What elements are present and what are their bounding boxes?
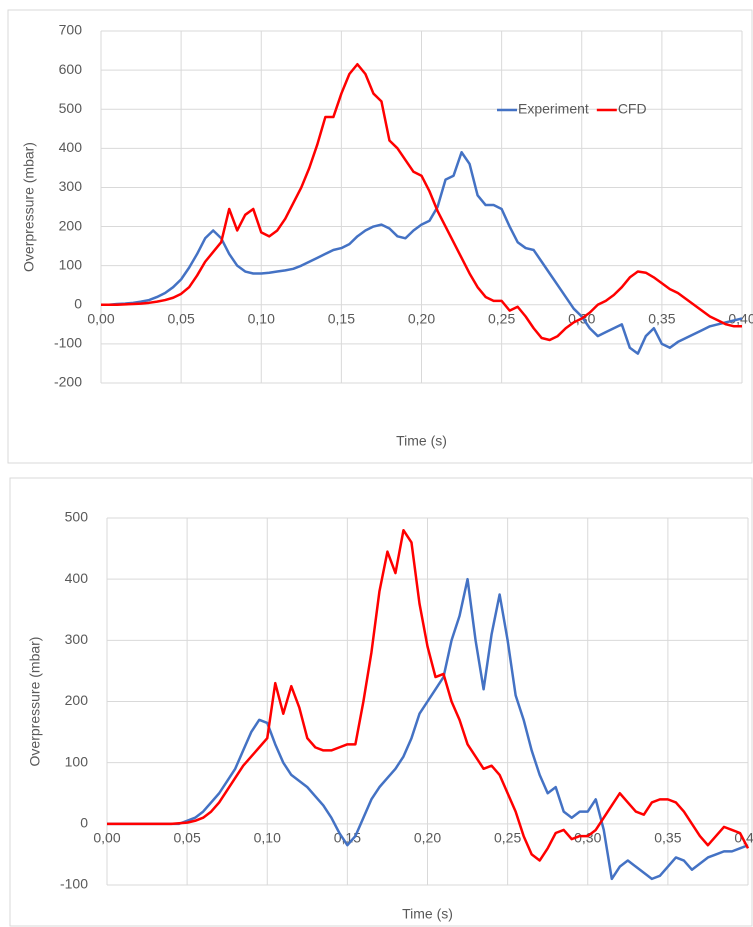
x-tick-label: 0,35 [654, 830, 681, 846]
legend-label: Experiment [518, 101, 589, 117]
x-tick-label: 0,20 [408, 310, 435, 326]
data-line [107, 577, 749, 881]
y-tick-label: 400 [65, 570, 89, 586]
y-tick-label: 0 [80, 815, 88, 831]
y-tick-label: 600 [59, 61, 83, 77]
y-tick-label: 300 [65, 631, 89, 647]
x-tick-label: 0,10 [248, 310, 275, 326]
y-tick-label: 200 [59, 217, 83, 233]
y-tick-label: -100 [60, 876, 88, 892]
x-tick-label: 0,05 [168, 310, 195, 326]
y-tick-label: 400 [59, 139, 83, 155]
y-tick-label: 500 [65, 509, 89, 525]
y-axis-title: Overpressure (mbar) [27, 637, 43, 767]
x-tick-label: 0,05 [174, 830, 201, 846]
x-tick-label: 0,15 [328, 310, 355, 326]
x-axis-title: Time (s) [396, 433, 447, 449]
x-axis-title: Time (s) [402, 906, 453, 922]
data-line [101, 150, 743, 355]
x-tick-label: 0,10 [254, 830, 281, 846]
data-line [107, 528, 750, 862]
chart-frame [9, 477, 753, 927]
y-tick-label: 100 [59, 256, 83, 272]
y-tick-label: -200 [54, 374, 82, 390]
x-tick-label: 0,20 [414, 830, 441, 846]
x-tick-label: 0,00 [93, 830, 120, 846]
y-tick-label: 100 [65, 753, 89, 769]
x-tick-label: 0,30 [574, 830, 601, 846]
data-line [101, 62, 742, 342]
x-tick-label: 0,25 [488, 310, 515, 326]
legend-label: CFD [618, 101, 647, 117]
x-tick-label: 0,25 [494, 830, 521, 846]
y-tick-label: 500 [59, 100, 83, 116]
y-tick-label: -100 [54, 335, 82, 351]
x-tick-label: 0,00 [87, 310, 114, 326]
y-tick-label: 300 [59, 178, 83, 194]
y-axis-title: Overpressure (mbar) [21, 142, 37, 272]
y-tick-label: 700 [59, 22, 83, 38]
y-tick-label: 200 [65, 692, 89, 708]
x-tick-label: 0,35 [648, 310, 675, 326]
chart-frame [7, 9, 753, 464]
y-tick-label: 0 [74, 295, 82, 311]
